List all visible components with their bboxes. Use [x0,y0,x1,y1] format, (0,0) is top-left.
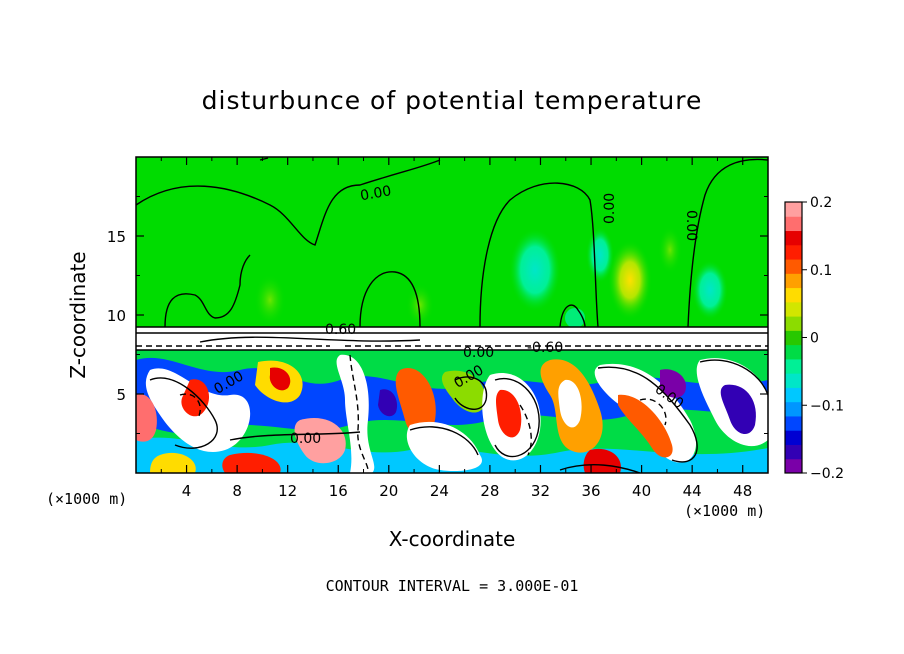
colorbar-swatch [785,244,802,260]
zero-contour [149,377,218,449]
warm-anomaly-blob [254,274,286,326]
field-layer [136,157,768,473]
x-tick-label: 4 [182,482,192,500]
colorbar-swatch [785,316,802,331]
y-axis-label: Z-coordinate [66,251,90,379]
x-tick-label: 40 [632,482,651,500]
x-axis-ticks: 4 8 12 16 20 24 28 32 36 40 44 48 [160,157,752,500]
colorbar-swatch [785,287,802,303]
zero-contour [479,182,599,328]
y-tick-label: 5 [116,386,126,404]
colorbar-swatch [785,344,802,360]
cool-anomaly-blob [692,260,728,320]
x-tick-label: 28 [480,482,499,500]
colorbar-swatch [785,273,802,289]
colorbar-swatch [785,373,802,388]
colorbar-swatch [785,444,802,460]
colorbar-swatch [785,358,802,374]
contour-label: 0.00 [602,193,618,224]
y-tick-label: 10 [107,307,126,325]
colorbar-swatch [785,330,802,346]
colorbar-tick-label: 0.1 [810,263,832,279]
colorbar-tick-label: −0.2 [810,466,844,482]
contour-label: 0.00 [359,183,392,204]
zero-contour [687,158,768,328]
zero-contour [699,359,768,396]
contour-interval-note: CONTOUR INTERVAL = 3.000E-01 [325,577,579,595]
contour-label: 0.00 [290,431,321,447]
zero-contour [136,157,441,246]
negative-contour [519,404,532,456]
x-tick-label: 16 [329,482,348,500]
x-tick-label: 44 [683,482,702,500]
contour-label: 0.60 [325,322,356,338]
colorbar-swatch [785,216,802,232]
negative-contour [639,398,667,426]
colorbar-tick-label: −0.1 [810,398,844,414]
colorbar-swatch [785,202,802,217]
zero-contour [494,377,540,458]
negative-contour [179,393,201,419]
zero-contour [454,376,488,410]
x-unit-label-left: (×1000 m) [46,490,128,508]
colorbar-swatch [785,458,802,474]
contour-label: -0.60 [527,340,563,356]
x-axis-label: X-coordinate [388,527,516,551]
zero-contour [559,464,641,473]
y-tick-label: 15 [107,228,126,246]
colorbar-tick-label: 0.2 [810,195,832,211]
cool-anomaly-blob [565,308,585,328]
inversion-contour [199,336,421,343]
cool-anomaly-blob [509,228,561,312]
zero-contour [559,304,586,328]
x-tick-label: 20 [379,482,398,500]
contour-label: 0.00 [683,210,699,241]
x-tick-label: 12 [278,482,297,500]
colorbar-tick-label: 0 [810,331,819,347]
cool-anomaly-blob [586,227,614,283]
contour-lines [136,157,768,473]
y-axis-ticks: 5 10 15 [107,196,768,434]
contour-label: 0.00 [463,345,494,361]
x-tick-label: 48 [733,482,752,500]
inversion-contour [136,326,768,334]
x-tick-label: 24 [430,482,449,500]
colorbar-swatch [785,230,802,246]
colorbar-swatch [785,387,802,403]
colorbar-swatch [785,401,802,417]
x-tick-label: 32 [531,482,550,500]
warm-anomaly-blob [658,226,682,274]
zero-contour [359,271,421,328]
x-tick-label: 36 [581,482,600,500]
colorbar: 0.2 0.1 0 −0.1 −0.2 [784,195,844,482]
x-tick-label: 8 [232,482,242,500]
zero-contour [409,426,479,456]
colorbar-swatch [785,301,802,317]
negative-contour [349,354,369,473]
chart-title: disturbunce of potential temperature [201,86,703,115]
colorbar-swatch [785,415,802,431]
warm-anomaly-blob [406,283,434,327]
turbulent-eddies [136,354,768,473]
zero-contour [164,254,251,328]
x-unit-label-right: (×1000 m) [684,502,766,520]
zero-contour [229,431,361,441]
warm-anomaly-blob [608,240,652,320]
zero-contour [597,366,698,463]
colorbar-swatch [785,259,802,274]
colorbar-swatch [785,430,802,445]
